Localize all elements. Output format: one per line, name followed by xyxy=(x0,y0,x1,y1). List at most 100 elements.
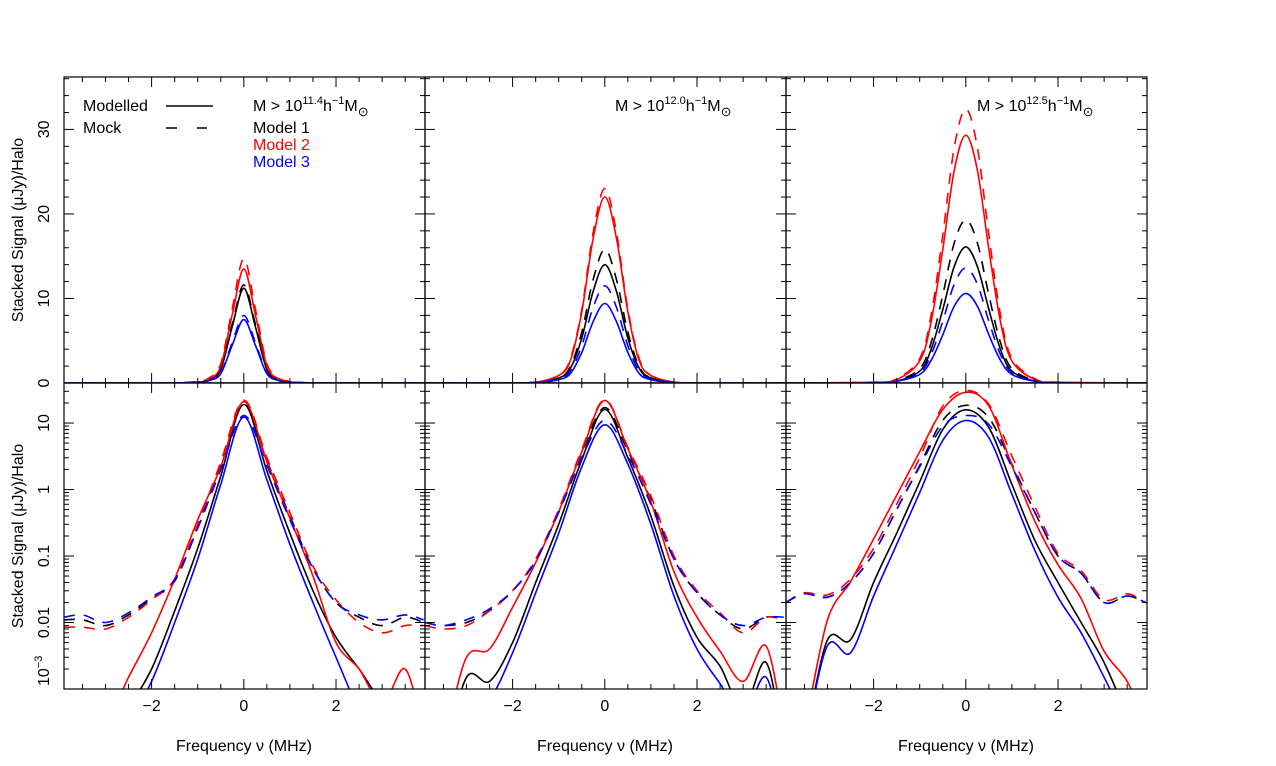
series-model-3-mock xyxy=(786,414,1146,605)
panel-frame xyxy=(424,76,787,384)
panel-bottom-3 xyxy=(786,389,1146,689)
y-tick-label: 10 xyxy=(36,414,53,432)
mass-label-sun: ⊙ xyxy=(358,104,369,119)
mass-threshold-label: M > 1011.4h−1M⊙ xyxy=(253,95,369,119)
series-model-1-mock xyxy=(786,404,1146,605)
series-model-2-modelled xyxy=(425,196,785,383)
mass-label-h: h xyxy=(1048,98,1057,115)
mass-label-m: M xyxy=(707,98,720,115)
mass-label-exp: 12.0 xyxy=(664,95,685,107)
series-model-1-mock xyxy=(64,284,424,383)
mass-label-m: M xyxy=(1069,98,1082,115)
x-tick-label: −2 xyxy=(503,698,521,715)
x-tick-label: 2 xyxy=(693,698,702,715)
series-model-3-mock xyxy=(64,314,424,383)
series-model-1-modelled xyxy=(786,246,1146,383)
mass-label-hexp: −1 xyxy=(695,95,708,107)
y-tick-label-base: 0.1 xyxy=(36,545,53,567)
legend-model-1: Model 1 xyxy=(253,120,310,137)
series-model-1-mock xyxy=(64,402,424,627)
series-model-3-modelled xyxy=(814,419,1111,689)
series-model-3-mock xyxy=(425,284,785,383)
y-tick-label-base: 0.01 xyxy=(36,607,53,638)
series-model-2-mock xyxy=(786,108,1146,383)
series-model-3-mock xyxy=(786,267,1146,383)
series-model-3-modelled xyxy=(786,292,1146,383)
y-tick-label: 20 xyxy=(36,205,53,223)
series-model-3-modelled xyxy=(495,423,772,689)
series-model-3-modelled xyxy=(425,302,785,383)
x-tick-label: 0 xyxy=(961,698,970,715)
panel-bottom-2 xyxy=(425,398,785,689)
series-model-2-mock xyxy=(64,399,424,634)
y-tick-label-base: 10 xyxy=(36,414,53,432)
series-model-1-modelled xyxy=(64,287,424,383)
panel-frame xyxy=(785,76,1148,384)
mass-threshold-label: M > 1012.5h−1M⊙ xyxy=(977,95,1093,119)
series-model-2-mock xyxy=(786,389,1146,604)
x-axis-label: Frequency ν (MHz) xyxy=(537,738,673,755)
x-tick-label: −2 xyxy=(142,698,160,715)
series-model-2-modelled xyxy=(786,134,1146,383)
series-model-2-mock xyxy=(425,398,785,634)
x-tick-label: −2 xyxy=(864,698,882,715)
mass-label-h: h xyxy=(323,98,332,115)
y-axis-label: Stacked Signal (μJy)/Halo xyxy=(10,138,27,323)
series-model-2-mock xyxy=(64,257,424,383)
series-model-1-modelled xyxy=(460,408,775,689)
mass-label-hexp: −1 xyxy=(332,95,345,107)
y-tick-label: 0 xyxy=(36,378,53,387)
panel-bottom-1 xyxy=(64,399,424,689)
panel-top-2 xyxy=(425,187,786,383)
legend-modelled-label: Modelled xyxy=(83,98,148,115)
series-model-2-modelled xyxy=(455,399,778,689)
series-model-2-modelled xyxy=(122,400,414,689)
panel-frame xyxy=(63,382,426,690)
panel-top-3 xyxy=(786,108,1147,383)
x-axis-label: Frequency ν (MHz) xyxy=(176,738,312,755)
mass-threshold-label: M > 1012.0h−1M⊙ xyxy=(615,95,731,119)
series-model-1-modelled xyxy=(814,408,1117,689)
series-model-3-modelled xyxy=(147,416,351,689)
x-tick-label: 0 xyxy=(600,698,609,715)
y-tick-label-base: 10 xyxy=(36,668,53,686)
mass-label-m: M xyxy=(344,98,357,115)
mass-label-prefix: M > 10 xyxy=(253,98,302,115)
mass-label-exp: 11.4 xyxy=(302,95,323,107)
series-model-2-modelled xyxy=(64,268,424,383)
x-tick-label: 2 xyxy=(332,698,341,715)
mass-label-sun: ⊙ xyxy=(721,104,732,119)
mass-label-hexp: −1 xyxy=(1057,95,1070,107)
mass-label-prefix: M > 10 xyxy=(977,98,1026,115)
y-axis-label: Stacked Signal (μJy)/Halo xyxy=(10,444,27,629)
y-tick-label-base: 1 xyxy=(36,485,53,494)
y-tick-label: 10−3 xyxy=(33,656,53,686)
series-model-1-mock xyxy=(425,406,785,630)
mass-label-exp: 12.5 xyxy=(1026,95,1047,107)
y-tick-label: 0.01 xyxy=(36,607,53,638)
panel-top-1 xyxy=(64,257,425,383)
x-axis-label: Frequency ν (MHz) xyxy=(898,738,1034,755)
legend-model-3: Model 3 xyxy=(253,154,310,171)
panel-frame xyxy=(424,382,787,690)
x-tick-label: 2 xyxy=(1054,698,1063,715)
mass-label-h: h xyxy=(686,98,695,115)
series-model-1-modelled xyxy=(425,263,785,383)
y-tick-label: 30 xyxy=(36,120,53,138)
mass-label-sun: ⊙ xyxy=(1083,104,1094,119)
series-model-3-mock xyxy=(64,414,424,624)
y-tick-label: 0.1 xyxy=(36,545,53,567)
mass-label-prefix: M > 10 xyxy=(615,98,664,115)
legend-mock-label: Mock xyxy=(83,120,122,137)
series-model-1-mock xyxy=(425,248,785,383)
y-tick-label: 1 xyxy=(36,485,53,494)
legend-model-2: Model 2 xyxy=(253,137,310,154)
series-model-3-mock xyxy=(425,419,785,627)
y-tick-label-exp: −3 xyxy=(33,656,45,669)
x-tick-label: 0 xyxy=(239,698,248,715)
series-model-1-mock xyxy=(786,219,1146,383)
y-tick-label: 10 xyxy=(36,289,53,307)
